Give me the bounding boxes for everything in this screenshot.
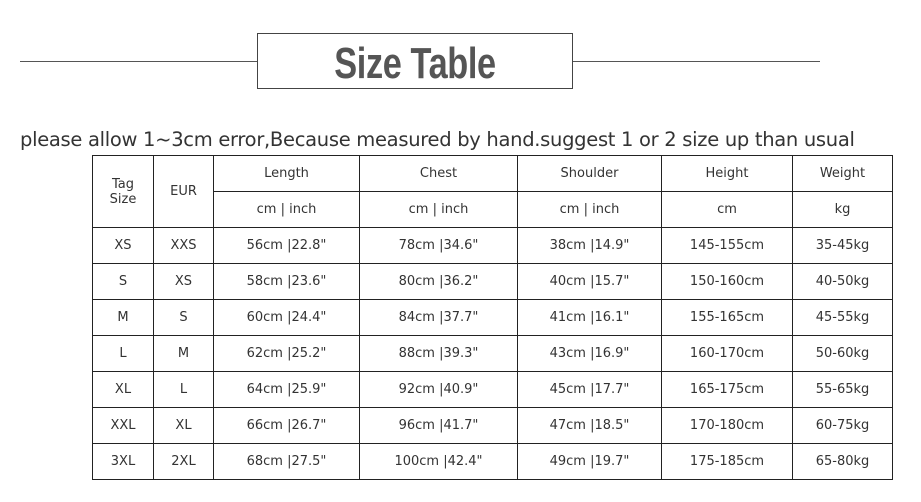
cell-tag-size: M — [92, 299, 154, 336]
unit-length: cm | inch — [213, 191, 360, 228]
table-row: M S 60cm |24.4" 84cm |37.7" 41cm |16.1" 155-1… — [92, 299, 893, 336]
cell-shoulder: 40cm |15.7" — [517, 263, 662, 300]
cell-weight: 55-65kg — [792, 371, 893, 408]
cell-height: 160-170cm — [661, 335, 793, 372]
cell-length: 66cm |26.7" — [213, 407, 360, 444]
cell-weight: 60-75kg — [792, 407, 893, 444]
cell-weight: 45-55kg — [792, 299, 893, 336]
header-weight: Weight — [792, 155, 893, 192]
cell-weight: 65-80kg — [792, 443, 893, 480]
unit-height: cm — [661, 191, 793, 228]
unit-weight: kg — [792, 191, 893, 228]
cell-eur: XXS — [153, 227, 214, 264]
title-rule-left — [20, 61, 258, 62]
cell-chest: 96cm |41.7" — [359, 407, 518, 444]
cell-tag-size: S — [92, 263, 154, 300]
cell-length: 62cm |25.2" — [213, 335, 360, 372]
header-height: Height — [661, 155, 793, 192]
cell-tag-size: 3XL — [92, 443, 154, 480]
header-length: Length — [213, 155, 360, 192]
cell-length: 60cm |24.4" — [213, 299, 360, 336]
table-row: XXL XL 66cm |26.7" 96cm |41.7" 47cm |18.5" 17… — [92, 407, 893, 444]
cell-length: 58cm |23.6" — [213, 263, 360, 300]
cell-eur: XL — [153, 407, 214, 444]
cell-eur: 2XL — [153, 443, 214, 480]
cell-eur: M — [153, 335, 214, 372]
cell-height: 165-175cm — [661, 371, 793, 408]
cell-shoulder: 41cm |16.1" — [517, 299, 662, 336]
title-box: Size Table — [257, 33, 573, 89]
cell-shoulder: 45cm |17.7" — [517, 371, 662, 408]
title-rule-right — [572, 61, 820, 62]
cell-shoulder: 43cm |16.9" — [517, 335, 662, 372]
cell-height: 175-185cm — [661, 443, 793, 480]
cell-height: 150-160cm — [661, 263, 793, 300]
cell-height: 170-180cm — [661, 407, 793, 444]
table-row: L M 62cm |25.2" 88cm |39.3" 43cm |16.9" 160-1… — [92, 335, 893, 372]
cell-tag-size: XXL — [92, 407, 154, 444]
table-row: XL L 64cm |25.9" 92cm |40.9" 45cm |17.7" 165-… — [92, 371, 893, 408]
cell-chest: 80cm |36.2" — [359, 263, 518, 300]
unit-chest: cm | inch — [359, 191, 518, 228]
cell-height: 145-155cm — [661, 227, 793, 264]
unit-shoulder: cm | inch — [517, 191, 662, 228]
cell-chest: 92cm |40.9" — [359, 371, 518, 408]
cell-chest: 88cm |39.3" — [359, 335, 518, 372]
table-row: 3XL 2XL 68cm |27.5" 100cm |42.4" 49cm |19.7"… — [92, 443, 893, 480]
page-title: Size Table — [334, 39, 496, 88]
cell-length: 68cm |27.5" — [213, 443, 360, 480]
cell-weight: 40-50kg — [792, 263, 893, 300]
cell-eur: S — [153, 299, 214, 336]
cell-shoulder: 49cm |19.7" — [517, 443, 662, 480]
size-table: Tag Size EUR Length Chest Shoulder Heigh… — [92, 155, 893, 480]
header-eur: EUR — [153, 155, 214, 228]
cell-chest: 100cm |42.4" — [359, 443, 518, 480]
unit-row: cm | inch cm | inch cm | inch cm kg — [93, 191, 893, 228]
cell-eur: L — [153, 371, 214, 408]
cell-tag-size: XL — [92, 371, 154, 408]
cell-shoulder: 47cm |18.5" — [517, 407, 662, 444]
cell-chest: 84cm |37.7" — [359, 299, 518, 336]
cell-eur: XS — [153, 263, 214, 300]
cell-weight: 35-45kg — [792, 227, 893, 264]
table-row: XS XXS 56cm |22.8" 78cm |34.6" 38cm |14.9" 14… — [92, 227, 893, 264]
cell-chest: 78cm |34.6" — [359, 227, 518, 264]
header-chest: Chest — [359, 155, 518, 192]
cell-height: 155-165cm — [661, 299, 793, 336]
cell-length: 56cm |22.8" — [213, 227, 360, 264]
cell-shoulder: 38cm |14.9" — [517, 227, 662, 264]
table-row: S XS 58cm |23.6" 80cm |36.2" 40cm |15.7" 150-… — [92, 263, 893, 300]
header-row: Tag Size EUR Length Chest Shoulder Heigh… — [92, 155, 893, 228]
header-shoulder: Shoulder — [517, 155, 662, 192]
cell-length: 64cm |25.9" — [213, 371, 360, 408]
header-tag-size: Tag Size — [92, 155, 154, 228]
cell-weight: 50-60kg — [792, 335, 893, 372]
size-note: please allow 1~3cm error,Because measure… — [20, 128, 855, 151]
cell-tag-size: L — [92, 335, 154, 372]
cell-tag-size: XS — [92, 227, 154, 264]
